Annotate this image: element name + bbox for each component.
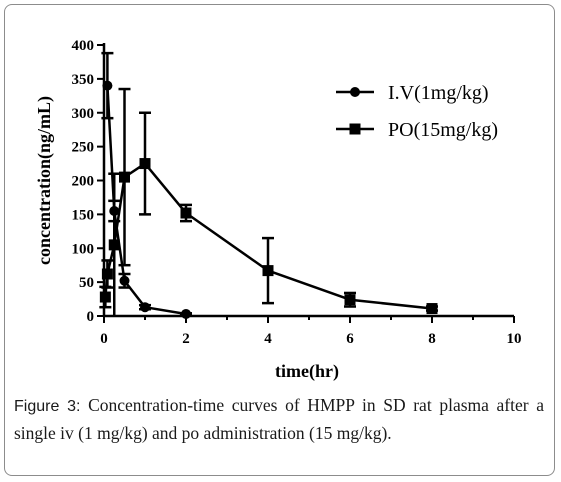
y-tick-label: 200 — [72, 174, 95, 190]
data-point-circle — [140, 302, 150, 313]
legend-label: PO(15mg/kg) — [388, 119, 498, 141]
legend-marker-circle — [350, 87, 360, 97]
data-point-circle — [102, 80, 113, 91]
y-axis-label: concentration(ng/mL) — [34, 96, 55, 265]
y-tick-label: 400 — [72, 38, 95, 54]
data-point-square — [426, 303, 438, 315]
data-point-square — [262, 265, 274, 277]
caption-label: Figure 3: — [14, 398, 81, 415]
figure-caption: Figure 3: Concentration-time curves of H… — [14, 392, 544, 446]
x-tick-label: 0 — [100, 331, 108, 347]
data-point-circle — [119, 275, 130, 286]
figure-frame — [4, 4, 555, 476]
x-axis-label: time(hr) — [275, 361, 339, 382]
x-tick-label: 2 — [182, 331, 190, 347]
data-point-square — [108, 239, 120, 251]
y-tick-label: 0 — [87, 309, 95, 325]
x-tick-label: 8 — [428, 331, 436, 347]
x-tick-label: 10 — [507, 331, 522, 347]
pk-chart: 0 50 100 150 200 250 300 350 400 0 2 4 6 8 10 time(hr) c… — [34, 38, 522, 382]
y-tick-label: 150 — [72, 207, 95, 223]
y-tick-label: 50 — [79, 275, 94, 291]
data-point-circle — [181, 308, 191, 319]
data-point-square — [139, 158, 151, 170]
y-tick-label: 350 — [72, 72, 95, 88]
chart-marks — [99, 51, 438, 319]
data-point-square — [180, 207, 192, 219]
legend-marker-square — [349, 123, 361, 135]
y-tick-label: 300 — [72, 106, 95, 122]
y-tick-label: 100 — [72, 241, 95, 257]
data-point-square — [119, 171, 130, 183]
x-tick-label: 4 — [264, 331, 272, 347]
data-point-square — [344, 294, 356, 306]
data-point-square — [99, 291, 111, 303]
caption-text: Concentration-time curves of HMPP in SD … — [14, 395, 545, 443]
chart-legend: I.V(1mg/kg) PO(15mg/kg) — [336, 82, 498, 141]
x-tick-label: 6 — [346, 331, 354, 347]
data-point-square — [101, 268, 113, 280]
y-tick-label: 250 — [72, 140, 95, 156]
legend-label: I.V(1mg/kg) — [388, 82, 489, 104]
